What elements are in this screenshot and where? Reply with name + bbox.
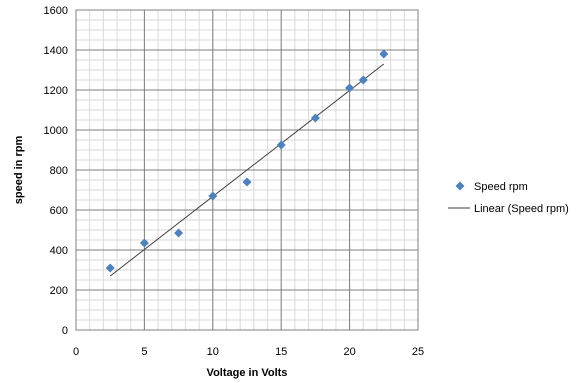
y-tick-label: 0 — [62, 325, 68, 337]
data-point — [139, 238, 149, 248]
data-point — [310, 113, 320, 123]
data-point — [208, 191, 218, 201]
data-point — [105, 263, 115, 273]
y-tick-label: 1000 — [44, 125, 68, 137]
legend-label-trendline: Linear (Speed rpm) — [474, 203, 569, 215]
data-point — [358, 75, 368, 85]
data-point — [276, 140, 286, 150]
x-tick-label: 0 — [73, 346, 79, 358]
trendline — [109, 63, 385, 277]
y-tick-label: 600 — [50, 205, 68, 217]
y-tick-label: 200 — [50, 285, 68, 297]
x-tick-label: 25 — [412, 346, 424, 358]
legend-marker-speed-rpm — [455, 181, 465, 191]
x-axis-title: Voltage in Volts — [207, 367, 288, 379]
y-tick-label: 1400 — [44, 45, 68, 57]
data-point — [242, 177, 252, 187]
y-tick-label: 1600 — [44, 5, 68, 17]
x-tick-label: 15 — [275, 346, 287, 358]
y-tick-label: 400 — [50, 245, 68, 257]
data-points — [105, 49, 389, 273]
y-axis-title: speed in rpm — [13, 136, 25, 205]
x-axis-tick-labels: 0 5 10 15 20 25 — [73, 346, 424, 358]
x-tick-label: 5 — [141, 346, 147, 358]
x-tick-label: 20 — [343, 346, 355, 358]
x-tick-label: 10 — [207, 346, 219, 358]
plot-area — [75, 9, 419, 331]
y-tick-label: 1200 — [44, 85, 68, 97]
data-point — [345, 83, 355, 93]
legend-label-speed-rpm: Speed rpm — [474, 181, 528, 193]
data-point — [379, 49, 389, 59]
y-axis-tick-labels: 0 200 400 600 800 1000 1200 1400 1600 — [44, 5, 68, 337]
legend: Speed rpm Linear (Speed rpm) — [448, 181, 569, 215]
y-tick-label: 800 — [50, 165, 68, 177]
data-point — [174, 228, 184, 238]
